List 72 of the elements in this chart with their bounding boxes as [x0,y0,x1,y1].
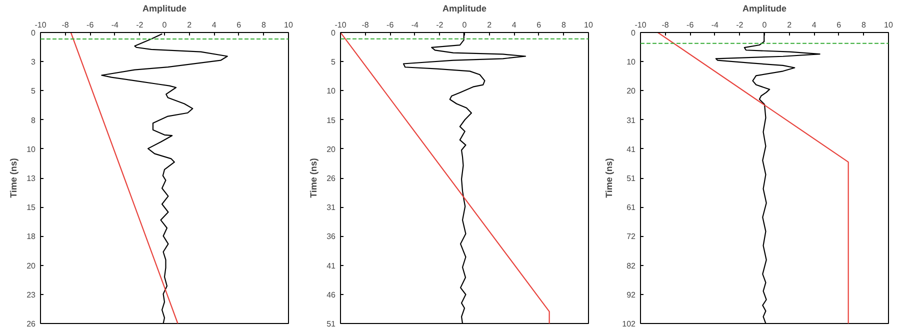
y-tick-label: 0 [31,28,36,38]
x-tick-label: 6 [836,20,842,30]
x-tick-label: -10 [634,20,647,30]
y-tick-label: 5 [31,86,36,96]
y-tick-label: 20 [26,261,36,270]
x-tick-label: -2 [436,20,444,30]
y-tick-label: 31 [326,203,336,212]
x-tick-label: -10 [34,20,47,30]
y-tick-label: 36 [326,232,336,242]
x-tick-label: -8 [62,20,70,30]
y-tick-label: 31 [626,116,636,125]
y-tick-label: 23 [26,290,36,300]
y-tick-label: 41 [626,144,636,154]
x-tick-label: -2 [136,20,144,30]
x-tick-label: -6 [86,20,94,30]
y-tick-label: 15 [26,203,36,212]
x-tick-label: 10 [284,20,294,30]
x-tick-label: -6 [386,20,394,30]
x-tick-label: -8 [662,20,670,30]
x-tick-label: 2 [787,20,792,30]
x-tick-label: -4 [111,20,120,30]
y-tick-label: 46 [326,290,336,300]
y-tick-label: 26 [326,174,336,183]
y-tick-label: 15 [326,116,336,125]
x-axis-title: Amplitude [742,4,786,14]
x-tick-label: 0 [462,20,468,30]
x-tick-label: -10 [334,20,347,30]
y-tick-label: 26 [26,320,36,328]
y-tick-label: 41 [326,261,336,270]
x-tick-label: 6 [236,20,242,30]
y-tick-label: 92 [626,290,636,300]
y-tick-label: 8 [31,116,36,125]
y-tick-label: 3 [31,58,36,67]
x-tick-label: 10 [884,20,894,30]
y-tick-label: 10 [26,144,36,154]
y-tick-label: 102 [622,320,636,328]
y-tick-label: 82 [626,261,636,270]
y-tick-label: 0 [331,28,336,38]
x-tick-label: 6 [536,20,542,30]
y-tick-label: 10 [326,86,336,96]
y-tick-label: 18 [26,232,36,242]
x-tick-label: 8 [561,20,566,30]
y-axis-title: Time (ns) [308,158,319,198]
y-tick-label: 51 [626,174,636,183]
y-tick-label: 0 [631,28,636,38]
y-tick-label: 61 [626,203,636,212]
y-tick-label: 20 [326,144,336,154]
x-tick-label: 8 [861,20,866,30]
y-tick-label: 72 [626,232,636,242]
x-tick-label: 2 [487,20,492,30]
x-tick-label: -2 [736,20,744,30]
x-axis-title: Amplitude [442,4,486,14]
y-tick-label: 5 [331,58,336,67]
x-tick-label: -4 [711,20,720,30]
y-axis-title: Time (ns) [604,158,614,198]
y-tick-label: 13 [26,174,36,183]
x-tick-label: 0 [162,20,168,30]
x-tick-label: 0 [762,20,768,30]
x-tick-label: 4 [512,20,517,30]
y-axis-title: Time (ns) [8,158,19,198]
x-tick-label: 2 [187,20,192,30]
y-tick-label: 10 [626,58,636,67]
y-tick-label: 20 [626,86,636,96]
x-tick-label: -6 [686,20,694,30]
x-tick-label: -8 [362,20,370,30]
x-axis-title: Amplitude [142,4,186,14]
x-tick-label: -4 [411,20,420,30]
x-tick-label: 10 [584,20,594,30]
x-tick-label: 4 [812,20,817,30]
y-tick-label: 51 [326,320,336,328]
x-tick-label: 8 [261,20,266,30]
x-tick-label: 4 [212,20,217,30]
